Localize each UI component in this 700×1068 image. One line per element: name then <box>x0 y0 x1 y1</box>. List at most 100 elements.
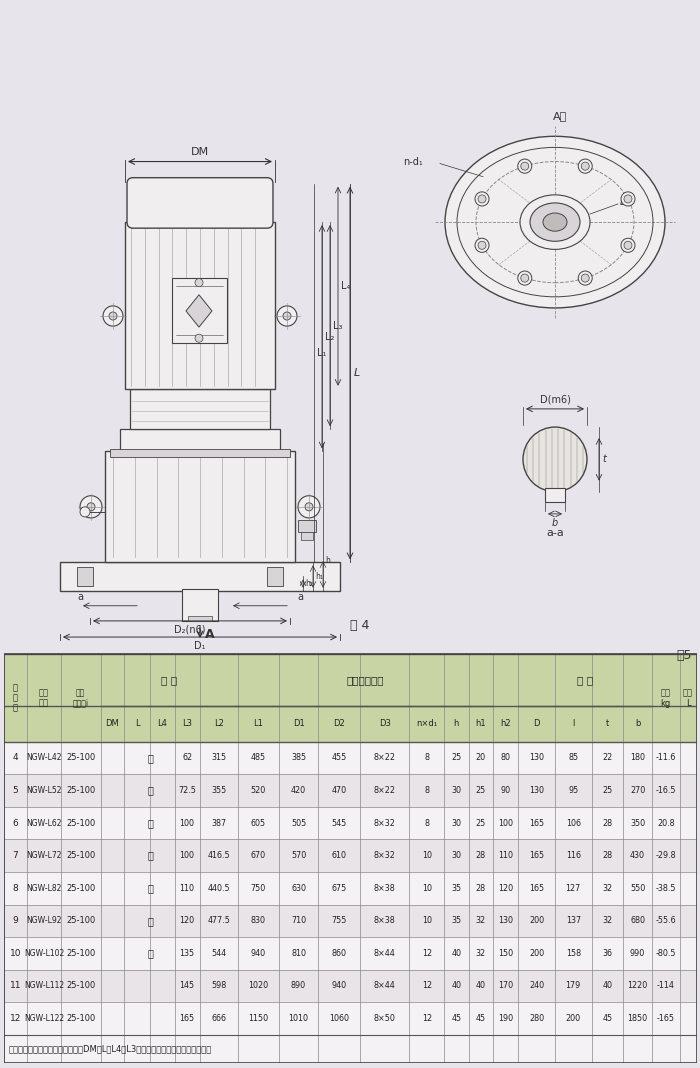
Bar <box>4 1002 696 1035</box>
Text: 油量
L: 油量 L <box>683 688 693 707</box>
Text: 420: 420 <box>291 786 306 795</box>
Text: 158: 158 <box>566 948 581 958</box>
Text: 680: 680 <box>630 916 645 925</box>
Bar <box>4 905 696 937</box>
Bar <box>4 937 696 970</box>
Text: 1010: 1010 <box>288 1014 309 1023</box>
Text: 8×44: 8×44 <box>374 948 395 958</box>
Circle shape <box>581 274 589 282</box>
Text: NGW-L62: NGW-L62 <box>27 818 62 828</box>
Text: 36: 36 <box>603 948 612 958</box>
Circle shape <box>109 312 117 320</box>
Text: 8×32: 8×32 <box>374 818 395 828</box>
Text: 10: 10 <box>10 948 21 958</box>
Text: 890: 890 <box>291 981 306 990</box>
Text: NGW-L82: NGW-L82 <box>27 883 62 893</box>
Circle shape <box>478 241 486 249</box>
Text: n×d₁: n×d₁ <box>416 719 438 728</box>
Text: 150: 150 <box>498 948 513 958</box>
Text: 72.5: 72.5 <box>178 786 196 795</box>
Text: D1: D1 <box>293 719 304 728</box>
Text: 95: 95 <box>568 786 578 795</box>
Text: 25-100: 25-100 <box>66 948 95 958</box>
Text: 4: 4 <box>13 753 18 763</box>
Text: 675: 675 <box>332 883 346 893</box>
Text: a-a: a-a <box>546 528 564 538</box>
Text: 25: 25 <box>452 753 461 763</box>
Text: 470: 470 <box>332 786 346 795</box>
Text: 8×22: 8×22 <box>374 786 395 795</box>
Text: t: t <box>602 454 606 465</box>
Circle shape <box>624 241 632 249</box>
Bar <box>120 429 280 452</box>
Text: 40: 40 <box>476 981 486 990</box>
Circle shape <box>581 162 589 170</box>
Text: 8×32: 8×32 <box>374 851 395 860</box>
Text: -38.5: -38.5 <box>656 883 676 893</box>
Text: 12: 12 <box>421 1014 432 1023</box>
Text: t: t <box>606 719 609 728</box>
Text: 130: 130 <box>529 753 544 763</box>
Text: 40: 40 <box>603 981 612 990</box>
Text: 40: 40 <box>452 981 461 990</box>
Circle shape <box>624 194 632 203</box>
Text: D₂(n6): D₂(n6) <box>174 625 206 635</box>
Circle shape <box>518 271 532 285</box>
Text: -165: -165 <box>657 1014 675 1023</box>
Circle shape <box>80 496 102 518</box>
Text: 605: 605 <box>251 818 266 828</box>
Text: 12: 12 <box>10 1014 21 1023</box>
Text: 940: 940 <box>251 948 266 958</box>
Circle shape <box>195 279 203 286</box>
Circle shape <box>298 496 320 518</box>
Text: 机: 机 <box>147 883 153 893</box>
Bar <box>110 450 290 457</box>
Text: 45: 45 <box>602 1014 612 1023</box>
Ellipse shape <box>543 213 567 231</box>
Text: L1: L1 <box>253 719 263 728</box>
Text: -114: -114 <box>657 981 675 990</box>
Text: 830: 830 <box>251 916 266 925</box>
Text: D₂: D₂ <box>620 197 631 207</box>
Text: h: h <box>454 719 459 728</box>
Text: 165: 165 <box>529 818 544 828</box>
Bar <box>105 452 295 563</box>
Text: NGW-L112: NGW-L112 <box>24 981 64 990</box>
Circle shape <box>80 507 90 517</box>
Text: 505: 505 <box>291 818 306 828</box>
Text: 755: 755 <box>331 916 346 925</box>
Text: L4: L4 <box>158 719 167 728</box>
Text: NGW-L102: NGW-L102 <box>24 948 64 958</box>
Bar <box>60 563 340 591</box>
Text: 32: 32 <box>602 883 612 893</box>
Text: 190: 190 <box>498 1014 513 1023</box>
Text: 定: 定 <box>147 948 153 958</box>
Text: a: a <box>297 592 303 601</box>
Text: 145: 145 <box>180 981 195 990</box>
Text: DM: DM <box>191 147 209 157</box>
Text: 130: 130 <box>529 786 544 795</box>
Text: 545: 545 <box>332 818 346 828</box>
Circle shape <box>521 162 528 170</box>
Text: 610: 610 <box>332 851 346 860</box>
Text: L₃: L₃ <box>333 320 342 331</box>
Text: 440.5: 440.5 <box>207 883 230 893</box>
Text: 表5: 表5 <box>676 649 692 662</box>
Circle shape <box>475 238 489 252</box>
Text: 轴 伸: 轴 伸 <box>577 675 593 685</box>
Text: n-d₁: n-d₁ <box>403 157 423 167</box>
Circle shape <box>478 194 486 203</box>
Bar <box>4 774 696 806</box>
Text: 25-100: 25-100 <box>66 851 95 860</box>
Bar <box>4 806 696 839</box>
Text: 240: 240 <box>529 981 544 990</box>
Text: 100: 100 <box>498 818 513 828</box>
Circle shape <box>103 305 123 326</box>
Text: 110: 110 <box>498 851 513 860</box>
Text: 710: 710 <box>291 916 306 925</box>
Text: 165: 165 <box>529 883 544 893</box>
Text: 按: 按 <box>147 753 153 763</box>
Text: 750: 750 <box>251 883 266 893</box>
Polygon shape <box>186 295 212 327</box>
Text: 12: 12 <box>421 948 432 958</box>
